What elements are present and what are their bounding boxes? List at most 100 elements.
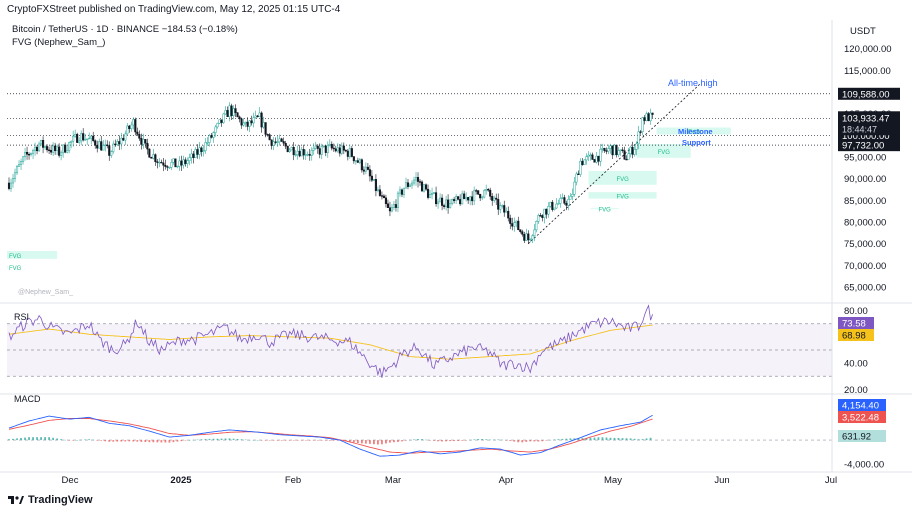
macd-histogram-bar (369, 440, 371, 444)
branding-text: TradingView (28, 494, 93, 506)
macd-histogram-bar (601, 437, 604, 441)
candle-body (469, 196, 472, 201)
axes: 120,000.00115,000.00110,000.00105,000.00… (0, 20, 912, 486)
macd-histogram-bar (364, 440, 367, 444)
candle-body (278, 138, 281, 143)
candle-body (350, 148, 353, 157)
macd-histogram-bar (320, 440, 323, 441)
candle-body (206, 142, 209, 144)
rsi-value-box (838, 317, 874, 329)
candle-body (112, 143, 115, 152)
rsi-title: RSI (14, 312, 29, 322)
candle-body (579, 160, 582, 175)
candle-body (158, 161, 161, 164)
macd-histogram-bar (629, 438, 632, 441)
macd-histogram-bar (348, 440, 351, 442)
macd-histogram-bar (72, 440, 75, 441)
candle-body (270, 139, 273, 146)
candle-body (404, 182, 408, 189)
macd-histogram-bar (493, 439, 496, 441)
candle-body (501, 205, 504, 207)
candle-body (11, 178, 15, 184)
candle-body (362, 169, 365, 172)
macd-histogram-bar (352, 440, 355, 443)
macd-histogram-bar (304, 440, 307, 441)
fvg-label: FVG (617, 194, 630, 200)
candle-body (90, 135, 93, 139)
time-tick-label: May (604, 475, 622, 486)
macd-histogram-bar (477, 439, 480, 441)
candle-body (114, 143, 117, 146)
candle-body (320, 146, 323, 155)
macd-histogram-bar (437, 440, 439, 442)
macd-histogram-bar (469, 439, 472, 441)
candle-body (575, 173, 578, 183)
candle-body (553, 207, 556, 210)
candle-body (631, 146, 634, 155)
price-tick-label: 75,000.00 (844, 239, 886, 250)
candle-body (459, 199, 462, 205)
candle-body (507, 210, 510, 219)
candle-body (17, 164, 21, 167)
candle-body (190, 153, 193, 158)
candle-body (292, 146, 295, 156)
candle-body (88, 137, 91, 140)
macd-histogram-bar (561, 438, 564, 441)
candle-body (15, 166, 19, 174)
candle-body (485, 188, 488, 191)
candle-body (629, 146, 632, 154)
candle-body (414, 177, 418, 181)
macd-histogram-bar (577, 438, 580, 441)
candle-body (140, 138, 143, 145)
candle-body (390, 207, 394, 212)
candle-body (382, 195, 385, 199)
candle-body (368, 169, 371, 177)
watermark-text: @Nephew_Sam_ (18, 289, 73, 296)
macd-histogram-bar (529, 440, 532, 442)
candle-body (34, 146, 37, 151)
macd-histogram-bar (244, 439, 247, 441)
candle-body (236, 112, 239, 118)
candle-body (433, 192, 436, 194)
macd-histogram-bar (537, 440, 540, 442)
macd-histogram-bar (356, 440, 359, 443)
macd-histogram-bar (208, 438, 211, 441)
candle-body (396, 192, 400, 208)
candle-body (340, 145, 343, 154)
macd-histogram-bar (296, 440, 299, 441)
candle-body (214, 126, 217, 133)
candle-body (535, 221, 538, 231)
macd-histogram-bar (280, 440, 283, 441)
macd-histogram-bar (272, 440, 275, 441)
candle-body (557, 203, 560, 205)
macd-histogram-bar (565, 438, 568, 441)
candle-body (286, 145, 289, 152)
candle-body (156, 161, 159, 163)
candle-body (274, 141, 277, 143)
candle-body (194, 149, 197, 158)
candle-body (46, 146, 49, 151)
tradingview-logo-icon (8, 496, 24, 504)
candle-body (398, 189, 402, 194)
macd-histogram-bar (68, 440, 71, 441)
rsi-value-text: 68.98 (842, 331, 866, 342)
candle-body (569, 196, 572, 200)
price-tick-label: 115,000.00 (844, 66, 891, 77)
macd-histogram-bar (240, 439, 243, 441)
candle-body (172, 158, 175, 163)
candle-body (302, 149, 305, 156)
candle-body (268, 134, 271, 141)
candle-body (290, 146, 293, 151)
candle-body (615, 144, 618, 156)
macd-tick-label: -4,000.00 (844, 460, 884, 471)
candle-body (583, 159, 586, 165)
macd-histogram-bar (421, 439, 423, 441)
candle-body (549, 201, 552, 207)
macd-histogram-bar (513, 440, 516, 442)
candle-body (366, 166, 369, 170)
macd-histogram-bar (433, 440, 435, 441)
candle-body (234, 108, 237, 113)
fvg-zone (636, 144, 691, 158)
